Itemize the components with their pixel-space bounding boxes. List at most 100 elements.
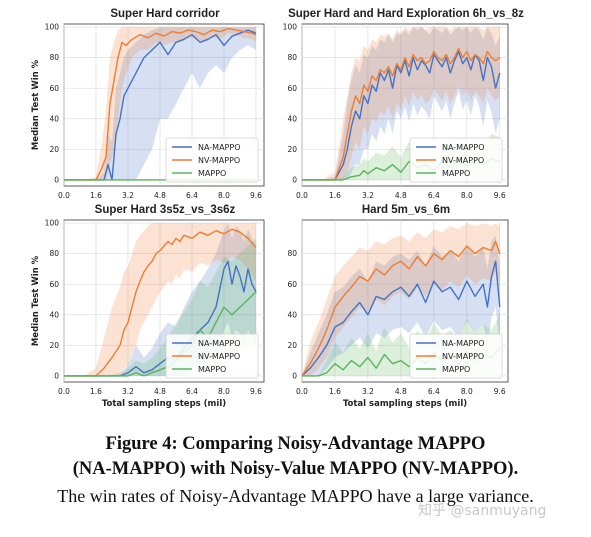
chart-title: Super Hard 3s5z_vs_3s6z bbox=[95, 204, 236, 216]
y-tick-label: 60 bbox=[287, 84, 297, 93]
x-tick-label: 3.2 bbox=[122, 191, 134, 200]
series-band-na-mappo bbox=[302, 27, 500, 180]
x-tick-label: 3.2 bbox=[362, 387, 374, 396]
chart-title: Hard 5m_vs_6m bbox=[362, 204, 450, 216]
legend-box bbox=[165, 137, 259, 183]
chart-panel-4: Hard 5m_vs_6m 0 20 40 60 80 0.0 1.6 3.2 4.8 6.4 8.0… bbox=[287, 204, 509, 409]
legend: NA-MAPPO NV-MAPPO MAPPO bbox=[165, 333, 259, 379]
legend-label: NV-MAPPO bbox=[198, 156, 240, 165]
x-tick-label: 9.6 bbox=[494, 191, 506, 200]
y-tick-label: 20 bbox=[49, 341, 59, 350]
series-line-nv-mappo bbox=[302, 240, 501, 377]
x-tick-label: 0.0 bbox=[58, 191, 70, 200]
y-tick-label: 0 bbox=[54, 371, 59, 380]
y-axis-label: Median Test Win % bbox=[31, 255, 41, 346]
x-tick-label: 0.0 bbox=[58, 387, 70, 396]
y-tick-label: 0 bbox=[292, 371, 297, 380]
y-tick-label: 0 bbox=[54, 175, 59, 184]
chart-panel-2: Super Hard and Hard Exploration 6h_vs_8z… bbox=[283, 8, 524, 200]
legend-label: NA-MAPPO bbox=[442, 339, 485, 348]
y-tick-label: 20 bbox=[287, 341, 297, 350]
x-tick-label: 8.0 bbox=[218, 191, 230, 200]
y-axis-label: Median Test Win % bbox=[31, 59, 41, 150]
y-tick-label: 20 bbox=[287, 145, 297, 154]
x-axis-label: Total sampling steps (mil) bbox=[343, 399, 467, 409]
caption-line-1: Figure 4: Comparing Noisy-Advantage MAPP… bbox=[105, 434, 486, 454]
x-tick-label: 0.0 bbox=[296, 191, 308, 200]
x-tick-label: 1.6 bbox=[329, 191, 341, 200]
watermark-text: 知乎 @sanmuyang bbox=[418, 503, 547, 519]
x-tick-label: 9.6 bbox=[494, 387, 506, 396]
x-tick-label: 1.6 bbox=[329, 387, 341, 396]
y-tick-label: 40 bbox=[287, 310, 297, 319]
legend-label: MAPPO bbox=[198, 169, 226, 178]
x-tick-label: 6.4 bbox=[428, 387, 440, 396]
series-band-na-mappo bbox=[64, 27, 256, 180]
series-line-na-mappo bbox=[302, 50, 501, 181]
y-tick-label: 100 bbox=[45, 219, 60, 228]
x-tick-label: 6.4 bbox=[186, 387, 198, 396]
x-tick-label: 3.2 bbox=[122, 387, 134, 396]
x-axis-label: Total sampling steps (mil) bbox=[102, 399, 226, 409]
series-line-nv-mappo bbox=[302, 47, 501, 181]
figure-4-charts: Super Hard corridor 0 20 40 60 80 100 0.0 1.6 3.2… bbox=[31, 8, 524, 409]
legend-label: MAPPO bbox=[198, 365, 226, 374]
chart-panel-3: Super Hard 3s5z_vs_3s6z 0 20 40 60 80 100 0.0 1.… bbox=[31, 204, 265, 409]
x-tick-label: 9.6 bbox=[250, 387, 262, 396]
series-band-na-mappo bbox=[302, 235, 500, 376]
y-tick-label: 80 bbox=[287, 53, 297, 62]
y-tick-label: 100 bbox=[283, 23, 298, 32]
legend-label: MAPPO bbox=[442, 365, 470, 374]
x-tick-label: 4.8 bbox=[395, 191, 407, 200]
y-tick-label: 0 bbox=[292, 175, 297, 184]
x-tick-label: 3.2 bbox=[362, 191, 374, 200]
series-band-nv-mappo bbox=[302, 27, 500, 180]
legend-label: NV-MAPPO bbox=[442, 156, 484, 165]
x-tick-label: 6.4 bbox=[428, 191, 440, 200]
y-tick-label: 40 bbox=[49, 310, 59, 319]
x-tick-label: 1.6 bbox=[90, 387, 102, 396]
y-tick-label: 40 bbox=[49, 114, 59, 123]
x-tick-label: 6.4 bbox=[186, 191, 198, 200]
legend: NA-MAPPO NV-MAPPO MAPPO bbox=[409, 137, 503, 183]
y-tick-label: 20 bbox=[49, 145, 59, 154]
legend-box bbox=[409, 137, 503, 183]
x-tick-label: 9.6 bbox=[250, 191, 262, 200]
y-tick-label: 100 bbox=[45, 23, 60, 32]
series-line-nv-mappo bbox=[64, 228, 257, 377]
legend-label: NA-MAPPO bbox=[198, 339, 241, 348]
series-band-nv-mappo bbox=[302, 223, 500, 376]
y-tick-label: 60 bbox=[49, 280, 59, 289]
figure-caption: Figure 4: Comparing Noisy-Advantage MAPP… bbox=[0, 432, 591, 509]
legend-label: NV-MAPPO bbox=[198, 352, 240, 361]
legend: NA-MAPPO NV-MAPPO MAPPO bbox=[165, 137, 259, 183]
y-tick-label: 40 bbox=[287, 114, 297, 123]
y-tick-label: 60 bbox=[49, 84, 59, 93]
legend-box bbox=[409, 333, 503, 379]
series-band-nv-mappo bbox=[64, 223, 256, 376]
x-tick-label: 8.0 bbox=[461, 387, 473, 396]
caption-line-3: The win rates of Noisy-Advantage MAPPO h… bbox=[57, 486, 534, 506]
series-line-nv-mappo bbox=[64, 27, 257, 181]
x-tick-label: 8.0 bbox=[461, 191, 473, 200]
x-tick-label: 1.6 bbox=[90, 191, 102, 200]
legend-box bbox=[165, 333, 259, 379]
x-tick-label: 4.8 bbox=[154, 191, 166, 200]
y-tick-label: 80 bbox=[49, 249, 59, 258]
chart-panel-1: Super Hard corridor 0 20 40 60 80 100 0.0 1.6 3.2… bbox=[31, 8, 265, 200]
y-tick-label: 60 bbox=[287, 280, 297, 289]
series-band-nv-mappo bbox=[64, 27, 256, 180]
y-tick-label: 80 bbox=[287, 249, 297, 258]
series-line-na-mappo bbox=[64, 29, 257, 181]
series-line-na-mappo bbox=[302, 260, 501, 377]
y-tick-label: 80 bbox=[49, 53, 59, 62]
legend: NA-MAPPO NV-MAPPO MAPPO bbox=[409, 333, 503, 379]
caption-line-2: (NA-MAPPO) with Noisy-Value MAPPO (NV-MA… bbox=[72, 459, 519, 479]
legend-label: NA-MAPPO bbox=[198, 143, 241, 152]
x-tick-label: 0.0 bbox=[296, 387, 308, 396]
legend-label: MAPPO bbox=[442, 169, 470, 178]
chart-title: Super Hard and Hard Exploration 6h_vs_8z bbox=[288, 8, 524, 20]
x-tick-label: 4.8 bbox=[395, 387, 407, 396]
x-tick-label: 4.8 bbox=[154, 387, 166, 396]
legend-label: NA-MAPPO bbox=[442, 143, 485, 152]
